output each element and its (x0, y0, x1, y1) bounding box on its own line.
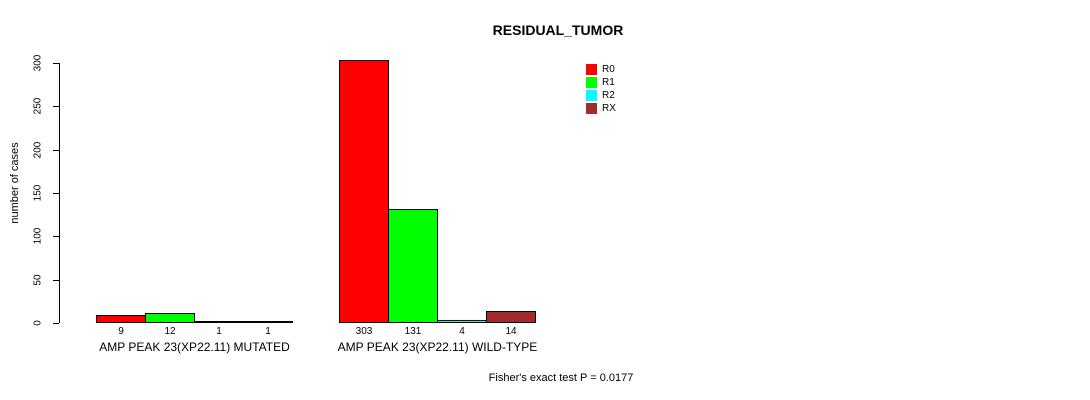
x-axis-group-label: AMP PEAK 23(XP22.11) MUTATED (99, 340, 290, 354)
legend-item-r1: R1 (586, 77, 616, 88)
legend-swatch-r1 (586, 77, 597, 88)
bar-value-label: 303 (355, 326, 373, 337)
legend-label: R2 (602, 90, 615, 101)
bar-r1-group2 (388, 209, 438, 323)
y-axis-tick-label: 200 (32, 141, 44, 159)
bar-value-label: 1 (265, 326, 271, 337)
y-axis-tick-label: 50 (32, 274, 44, 286)
chart-title: RESIDUAL_TUMOR (492, 22, 624, 38)
y-axis-tick-mark (53, 323, 59, 324)
bar-r0-group1 (96, 315, 146, 323)
bar-r0-group2 (339, 60, 389, 323)
y-axis-tick-mark (53, 193, 59, 194)
bar-value-label: 9 (118, 326, 124, 337)
bar-r1-group1 (145, 313, 195, 323)
legend-swatch-r0 (586, 64, 597, 75)
legend-item-rx: RX (586, 103, 616, 114)
bar-rx-group1 (243, 321, 293, 323)
legend-item-r0: R0 (586, 64, 616, 75)
bar-r2-group2 (437, 320, 487, 323)
y-axis-tick-label: 150 (32, 184, 44, 202)
bar-value-label: 4 (459, 326, 465, 337)
bar-r2-group1 (194, 321, 244, 323)
legend-label: R0 (602, 64, 615, 75)
legend-swatch-rx (586, 103, 597, 114)
y-axis-label: number of cases (9, 142, 21, 224)
legend: R0 R1 R2 RX (586, 64, 616, 116)
y-axis-tick-mark (53, 150, 59, 151)
y-axis-tick-label: 100 (32, 227, 44, 245)
y-axis-tick-label: 300 (32, 54, 44, 72)
legend-swatch-r2 (586, 90, 597, 101)
y-axis-tick-mark (53, 236, 59, 237)
y-axis-tick-mark (53, 106, 59, 107)
y-axis-tick-label: 250 (32, 97, 44, 115)
bar-value-label: 1 (216, 326, 222, 337)
bar-value-label: 12 (164, 326, 176, 337)
y-axis-line (59, 63, 60, 323)
legend-label: R1 (602, 77, 615, 88)
y-axis-tick-mark (53, 280, 59, 281)
x-axis-group-label: AMP PEAK 23(XP22.11) WILD-TYPE (337, 340, 538, 354)
fisher-test-note: Fisher's exact test P = 0.0177 (488, 372, 634, 384)
bar-rx-group2 (486, 311, 536, 323)
legend-label: RX (602, 103, 616, 114)
y-axis-tick-mark (53, 63, 59, 64)
y-axis-tick-label: 0 (32, 320, 44, 326)
legend-item-r2: R2 (586, 90, 616, 101)
bar-value-label: 14 (505, 326, 517, 337)
bar-value-label: 131 (404, 326, 422, 337)
